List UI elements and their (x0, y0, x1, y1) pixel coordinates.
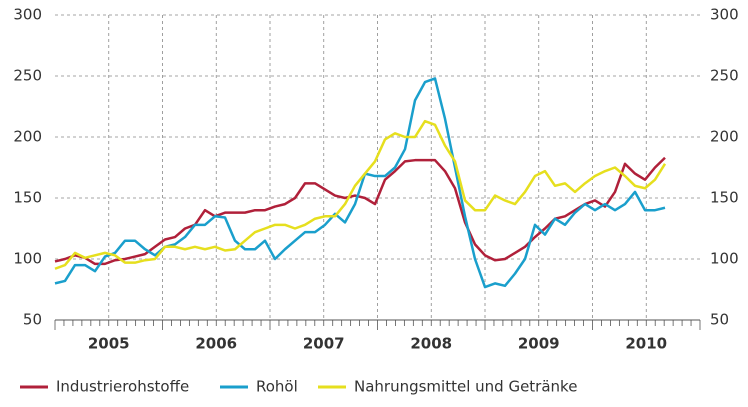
y2-tick-label: 100 (710, 250, 739, 268)
series-line (54, 77, 666, 289)
x-tick-label: 2008 (410, 335, 452, 353)
y-tick-label: 300 (13, 6, 42, 24)
y2-tick-label: 150 (710, 189, 739, 207)
y-tick-label: 150 (13, 189, 42, 207)
x-tick-label: 2010 (625, 335, 667, 353)
y2-tick-label: 50 (710, 311, 729, 329)
series-line (54, 156, 666, 266)
legend-label: Industrierohstoffe (56, 378, 189, 396)
x-tick-label: 2009 (518, 335, 560, 353)
y-tick-label: 100 (13, 250, 42, 268)
x-tick-label: 2007 (303, 335, 345, 353)
y2-tick-label: 300 (710, 6, 739, 24)
legend-label: Rohöl (256, 378, 298, 396)
legend-label: Nahrungsmittel und Getränke (354, 378, 577, 396)
y-tick-label: 200 (13, 128, 42, 146)
y-tick-label: 50 (23, 311, 42, 329)
y-tick-label: 250 (13, 67, 42, 85)
y2-tick-label: 250 (710, 67, 739, 85)
x-tick-label: 2005 (88, 335, 130, 353)
series-line (54, 119, 667, 270)
y2-tick-label: 200 (710, 128, 739, 146)
x-tick-label: 2006 (195, 335, 237, 353)
